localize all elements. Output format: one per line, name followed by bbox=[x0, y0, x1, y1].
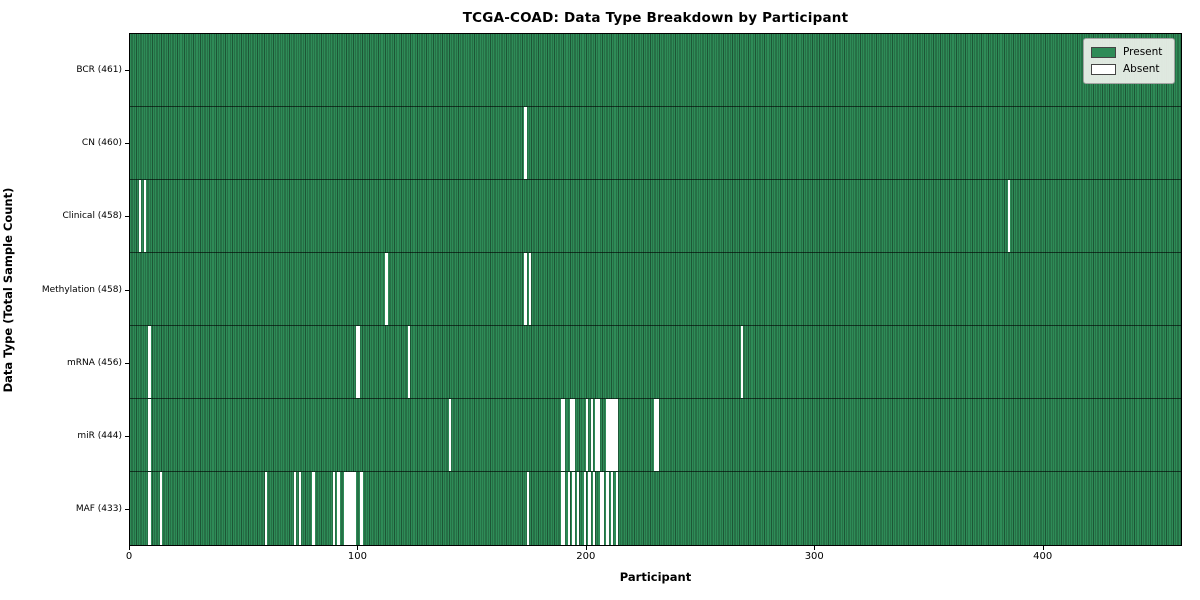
absent-bar bbox=[576, 472, 580, 545]
absent-bar bbox=[740, 326, 744, 398]
x-tick-label-0: 0 bbox=[125, 551, 133, 562]
absent-bar bbox=[348, 472, 352, 545]
legend-absent-label: Absent bbox=[1123, 63, 1160, 76]
x-tick-mark bbox=[814, 546, 816, 550]
absent-bar bbox=[599, 472, 602, 545]
absent-bar bbox=[1007, 180, 1010, 252]
absent-bar bbox=[583, 472, 586, 545]
data-row-clinical bbox=[130, 180, 1181, 253]
legend: Present Absent bbox=[1083, 38, 1175, 84]
data-row-mrna bbox=[130, 326, 1181, 399]
absent-bar bbox=[597, 399, 600, 471]
absent-bar bbox=[298, 472, 301, 545]
y-tick-label-clinical: Clinical (458) bbox=[62, 211, 122, 222]
y-tick-mark bbox=[125, 509, 129, 511]
absent-bar bbox=[344, 472, 347, 545]
data-row-methylation bbox=[130, 253, 1181, 326]
y-tick-label-mir: miR (444) bbox=[77, 431, 122, 442]
absent-bar bbox=[148, 326, 151, 398]
y-tick-mark bbox=[125, 69, 129, 71]
absent-bar bbox=[585, 399, 589, 471]
y-tick-label-bcr: BCR (461) bbox=[76, 64, 122, 75]
absent-bar bbox=[611, 399, 614, 471]
data-row-maf bbox=[130, 472, 1181, 545]
x-axis-label: Participant bbox=[619, 570, 692, 584]
absent-bar bbox=[528, 253, 532, 325]
absent-bar bbox=[337, 472, 340, 545]
absent-bar bbox=[615, 399, 618, 471]
absent-bar bbox=[332, 472, 336, 545]
absent-bar bbox=[264, 472, 267, 545]
absent-bar bbox=[656, 399, 659, 471]
x-tick-mark bbox=[585, 546, 587, 550]
absent-bar bbox=[611, 472, 614, 545]
absent-bar bbox=[408, 326, 411, 398]
absent-bar bbox=[590, 399, 593, 471]
absent-bar bbox=[449, 399, 452, 471]
data-row-cn bbox=[130, 107, 1181, 180]
absent-bar bbox=[560, 472, 564, 545]
absent-bar bbox=[357, 326, 361, 398]
absent-bar bbox=[572, 399, 575, 471]
absent-bar bbox=[570, 399, 573, 471]
x-tick-label-400: 400 bbox=[1033, 551, 1053, 562]
absent-bar bbox=[360, 472, 363, 545]
x-tick-label-200: 200 bbox=[576, 551, 596, 562]
absent-bar bbox=[526, 472, 529, 545]
data-row-mir bbox=[130, 399, 1181, 472]
present-swatch-icon bbox=[1091, 47, 1116, 58]
x-tick-label-300: 300 bbox=[804, 551, 824, 562]
absent-bar bbox=[353, 472, 356, 545]
absent-bar bbox=[355, 326, 358, 398]
absent-bar bbox=[563, 399, 566, 471]
absent-bar bbox=[588, 472, 591, 545]
x-tick-mark bbox=[357, 546, 359, 550]
absent-bar bbox=[606, 399, 609, 471]
absent-bar bbox=[159, 472, 162, 545]
absent-bar bbox=[563, 472, 566, 545]
absent-bar bbox=[294, 472, 297, 545]
y-tick-mark bbox=[125, 362, 129, 364]
y-tick-label-mrna: mRNA (456) bbox=[67, 357, 122, 368]
absent-bar bbox=[654, 399, 657, 471]
y-tick-mark bbox=[125, 289, 129, 291]
absent-bar bbox=[524, 107, 527, 179]
absent-bar bbox=[143, 180, 146, 252]
y-tick-label-cn: CN (460) bbox=[81, 137, 122, 148]
chart-title: TCGA-COAD: Data Type Breakdown by Partic… bbox=[462, 10, 849, 26]
absent-bar bbox=[148, 472, 151, 545]
absent-bar bbox=[148, 399, 151, 471]
y-tick-label-maf: MAF (433) bbox=[75, 504, 122, 515]
absent-bar bbox=[595, 399, 598, 471]
absent-bar bbox=[351, 472, 354, 545]
absent-bar bbox=[139, 180, 142, 252]
absent-bar bbox=[560, 399, 564, 471]
absent-bar bbox=[572, 472, 575, 545]
plot-area bbox=[129, 33, 1182, 546]
absent-bar bbox=[312, 472, 315, 545]
x-tick-mark bbox=[129, 546, 130, 550]
absent-bar bbox=[615, 472, 618, 545]
absent-bar bbox=[601, 472, 605, 545]
absent-bar bbox=[346, 472, 349, 545]
absent-bar bbox=[608, 399, 612, 471]
legend-entry-absent: Absent bbox=[1091, 61, 1167, 78]
legend-present-label: Present bbox=[1123, 46, 1163, 59]
y-tick-mark bbox=[125, 436, 129, 438]
absent-bar bbox=[592, 472, 596, 545]
legend-entry-present: Present bbox=[1091, 44, 1167, 61]
absent-bar bbox=[613, 399, 616, 471]
y-tick-mark bbox=[125, 216, 129, 218]
absent-swatch-icon bbox=[1091, 64, 1116, 75]
x-tick-label-100: 100 bbox=[347, 551, 367, 562]
absent-bar bbox=[524, 253, 527, 325]
x-tick-mark bbox=[1042, 546, 1044, 550]
data-row-bcr bbox=[130, 34, 1181, 107]
absent-bar bbox=[606, 472, 609, 545]
y-tick-mark bbox=[125, 142, 129, 144]
y-tick-label-methylation: Methylation (458) bbox=[41, 284, 122, 295]
absent-bar bbox=[385, 253, 388, 325]
absent-bar bbox=[567, 472, 570, 545]
